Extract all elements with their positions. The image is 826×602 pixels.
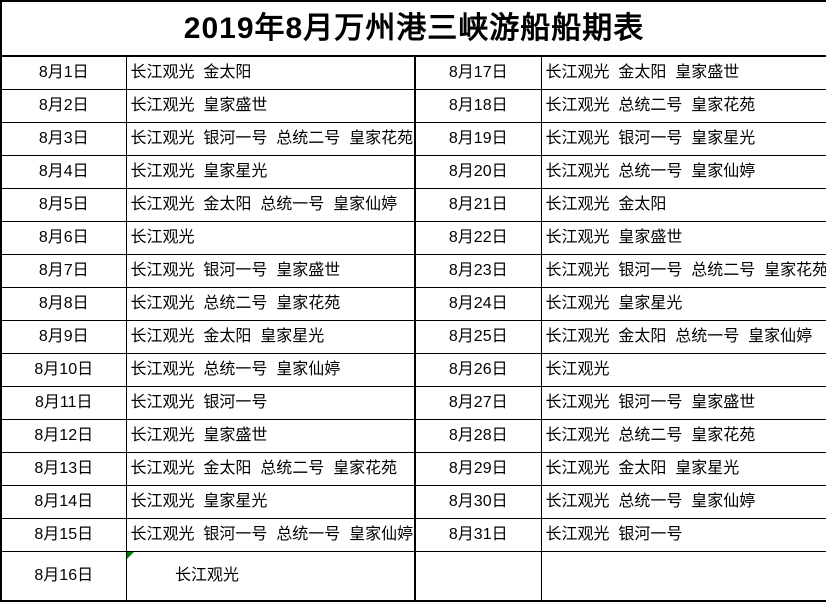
table-row: 8月5日 长江观光 金太阳 总统一号 皇家仙婷 8月21日 长江观光 金太阳 <box>0 187 826 222</box>
ships-cell[interactable]: 长江观光 银河一号 <box>540 517 826 552</box>
ships-cell-label: 长江观光 <box>174 566 239 584</box>
table-row: 8月16日 长江观光 <box>0 550 826 601</box>
date-cell[interactable]: 8月1日 <box>0 55 127 90</box>
date-cell[interactable]: 8月24日 <box>414 286 542 321</box>
ships-cell[interactable]: 长江观光 皇家盛世 <box>540 220 826 255</box>
ships-cell[interactable]: 长江观光 <box>125 220 416 255</box>
date-cell[interactable]: 8月18日 <box>414 88 542 123</box>
ships-cell[interactable]: 长江观光 总统二号 皇家花苑 <box>125 286 416 321</box>
date-cell[interactable]: 8月3日 <box>0 121 127 156</box>
table-row: 8月4日 长江观光 皇家星光 8月20日 长江观光 总统一号 皇家仙婷 <box>0 154 826 189</box>
ships-cell[interactable]: 长江观光 金太阳 总统二号 皇家花苑 <box>125 451 416 486</box>
date-cell[interactable]: 8月10日 <box>0 352 127 387</box>
date-cell[interactable]: 8月30日 <box>414 484 542 519</box>
ships-cell[interactable]: 长江观光 银河一号 总统二号 皇家花苑 <box>125 121 416 156</box>
ships-cell[interactable]: 长江观光 银河一号 总统二号 皇家花苑 <box>540 253 826 288</box>
ships-cell[interactable]: 长江观光 <box>125 550 416 601</box>
date-cell[interactable]: 8月17日 <box>414 55 542 90</box>
date-cell[interactable]: 8月28日 <box>414 418 542 453</box>
date-cell[interactable]: 8月14日 <box>0 484 127 519</box>
table-row: 8月10日 长江观光 总统一号 皇家仙婷 8月26日 长江观光 <box>0 352 826 387</box>
date-cell[interactable]: 8月5日 <box>0 187 127 222</box>
table-row: 8月3日 长江观光 银河一号 总统二号 皇家花苑 8月19日 长江观光 银河一号… <box>0 121 826 156</box>
ships-cell[interactable]: 长江观光 皇家星光 <box>125 154 416 189</box>
ships-cell[interactable]: 长江观光 总统一号 皇家仙婷 <box>125 352 416 387</box>
ships-cell[interactable]: 长江观光 银河一号 总统一号 皇家仙婷 <box>125 517 416 552</box>
date-cell[interactable]: 8月22日 <box>414 220 542 255</box>
ships-cell[interactable]: 长江观光 金太阳 <box>125 55 416 90</box>
date-cell[interactable]: 8月23日 <box>414 253 542 288</box>
ships-cell[interactable]: 长江观光 皇家盛世 <box>125 418 416 453</box>
ships-cell[interactable]: 长江观光 总统一号 皇家仙婷 <box>540 484 826 519</box>
date-cell[interactable]: 8月8日 <box>0 286 127 321</box>
page-title[interactable]: 2019年8月万州港三峡游船船期表 <box>0 0 826 57</box>
ships-cell[interactable]: 长江观光 皇家星光 <box>125 484 416 519</box>
date-cell[interactable]: 8月31日 <box>414 517 542 552</box>
table-row: 8月15日 长江观光 银河一号 总统一号 皇家仙婷 8月31日 长江观光 银河一… <box>0 517 826 552</box>
ships-cell[interactable]: 长江观光 银河一号 皇家星光 <box>540 121 826 156</box>
ships-cell[interactable]: 长江观光 皇家盛世 <box>125 88 416 123</box>
table-row: 8月8日 长江观光 总统二号 皇家花苑 8月24日 长江观光 皇家星光 <box>0 286 826 321</box>
date-cell[interactable]: 8月7日 <box>0 253 127 288</box>
date-cell[interactable]: 8月4日 <box>0 154 127 189</box>
date-cell[interactable]: 8月11日 <box>0 385 127 420</box>
ships-cell[interactable]: 长江观光 银河一号 皇家盛世 <box>540 385 826 420</box>
table-row: 8月14日 长江观光 皇家星光 8月30日 长江观光 总统一号 皇家仙婷 <box>0 484 826 519</box>
date-cell[interactable]: 8月13日 <box>0 451 127 486</box>
date-cell[interactable]: 8月15日 <box>0 517 127 552</box>
table-row: 8月2日 长江观光 皇家盛世 8月18日 长江观光 总统二号 皇家花苑 <box>0 88 826 123</box>
date-cell[interactable]: 8月2日 <box>0 88 127 123</box>
ships-cell[interactable]: 长江观光 皇家星光 <box>540 286 826 321</box>
green-corner-flag-icon <box>127 551 134 559</box>
date-cell[interactable]: 8月21日 <box>414 187 542 222</box>
ships-cell[interactable]: 长江观光 金太阳 <box>540 187 826 222</box>
ships-cell[interactable]: 长江观光 总统二号 皇家花苑 <box>540 88 826 123</box>
ships-cell[interactable]: 长江观光 <box>540 352 826 387</box>
date-cell[interactable]: 8月12日 <box>0 418 127 453</box>
table-row: 8月6日 长江观光 8月22日 长江观光 皇家盛世 <box>0 220 826 255</box>
table-row: 8月1日 长江观光 金太阳 8月17日 长江观光 金太阳 皇家盛世 <box>0 55 826 90</box>
ships-cell[interactable]: 长江观光 总统二号 皇家花苑 <box>540 418 826 453</box>
title-row: 2019年8月万州港三峡游船船期表 <box>0 0 826 57</box>
table-row: 8月11日 长江观光 银河一号 8月27日 长江观光 银河一号 皇家盛世 <box>0 385 826 420</box>
date-cell[interactable]: 8月6日 <box>0 220 127 255</box>
ships-cell[interactable]: 长江观光 金太阳 皇家星光 <box>125 319 416 354</box>
ships-cell[interactable]: 长江观光 金太阳 总统一号 皇家仙婷 <box>540 319 826 354</box>
date-cell[interactable]: 8月29日 <box>414 451 542 486</box>
ships-cell[interactable] <box>540 550 826 601</box>
date-cell[interactable]: 8月20日 <box>414 154 542 189</box>
ships-cell[interactable]: 长江观光 银河一号 皇家盛世 <box>125 253 416 288</box>
table-row: 8月7日 长江观光 银河一号 皇家盛世 8月23日 长江观光 银河一号 总统二号… <box>0 253 826 288</box>
ships-cell[interactable]: 长江观光 金太阳 皇家盛世 <box>540 55 826 90</box>
date-cell[interactable]: 8月16日 <box>0 550 127 601</box>
ships-cell[interactable]: 长江观光 金太阳 总统一号 皇家仙婷 <box>125 187 416 222</box>
table-row: 8月12日 长江观光 皇家盛世 8月28日 长江观光 总统二号 皇家花苑 <box>0 418 826 453</box>
date-cell[interactable]: 8月9日 <box>0 319 127 354</box>
date-cell[interactable] <box>414 550 542 601</box>
date-cell[interactable]: 8月19日 <box>414 121 542 156</box>
ships-cell[interactable]: 长江观光 总统一号 皇家仙婷 <box>540 154 826 189</box>
ships-cell[interactable]: 长江观光 银河一号 <box>125 385 416 420</box>
date-cell[interactable]: 8月26日 <box>414 352 542 387</box>
date-cell[interactable]: 8月25日 <box>414 319 542 354</box>
table-row: 8月9日 长江观光 金太阳 皇家星光 8月25日 长江观光 金太阳 总统一号 皇… <box>0 319 826 354</box>
ships-cell[interactable]: 长江观光 金太阳 皇家星光 <box>540 451 826 486</box>
date-cell[interactable]: 8月27日 <box>414 385 542 420</box>
table-row: 8月13日 长江观光 金太阳 总统二号 皇家花苑 8月29日 长江观光 金太阳 … <box>0 451 826 486</box>
